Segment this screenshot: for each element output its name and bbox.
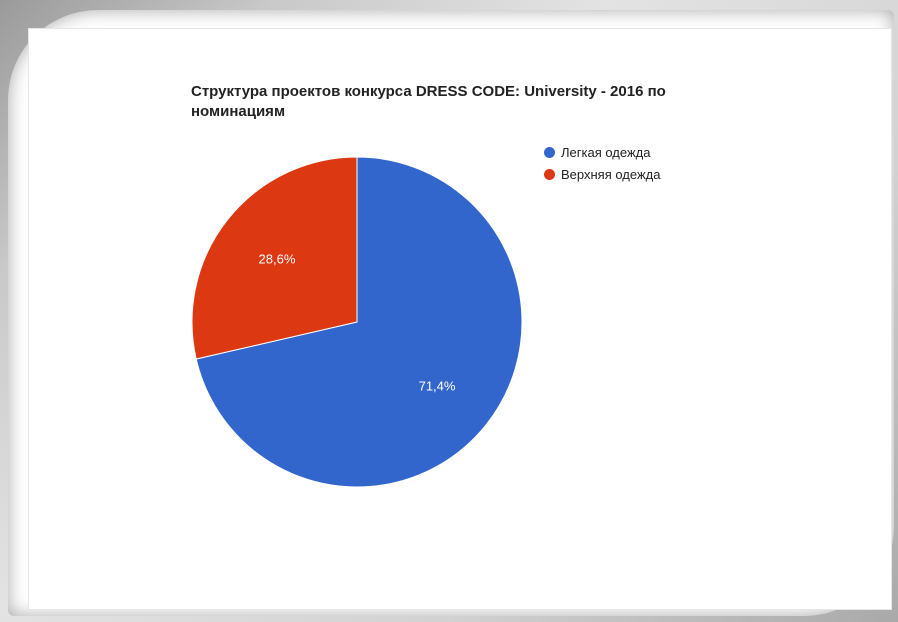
legend-label-light-clothing: Легкая одежда (561, 144, 651, 160)
slice-light-clothing (195, 156, 523, 488)
chart-legend: Легкая одежда Верхняя одежда (544, 141, 660, 185)
chart-title: Структура проектов конкурса DRESS CODE: … (191, 83, 666, 120)
legend-item-outerwear: Верхняя одежда (544, 163, 660, 185)
legend-label-outerwear: Верхняя одежда (561, 166, 661, 182)
legend-swatch-outerwear (544, 168, 555, 180)
slice-label-light-clothing: 71,4% (419, 379, 456, 394)
slice-label-outerwear: 28,6% (259, 251, 296, 266)
legend-item-light-clothing: Легкая одежда (544, 141, 660, 163)
slice-outerwear (191, 156, 358, 360)
legend-swatch-light-clothing (544, 146, 555, 158)
